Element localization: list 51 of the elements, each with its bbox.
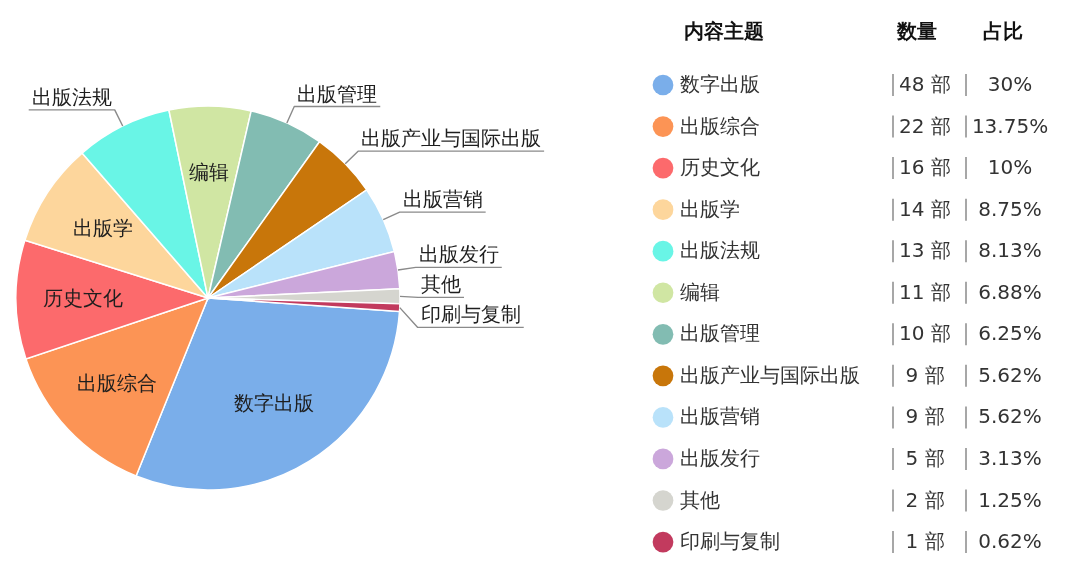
data-label: 14 部 — [899, 196, 951, 221]
data-label: 1 部 — [905, 529, 945, 554]
legend-label: 出版法规 — [680, 238, 760, 263]
data-label: 9 部 — [905, 362, 945, 387]
text: 13.75% — [971, 113, 1049, 138]
slice-label: 历史文化 — [43, 286, 123, 311]
slice-label: 编辑 — [189, 160, 230, 185]
slice-label: 出版营销 — [402, 187, 483, 212]
slice-label: 数字出版 — [234, 391, 315, 416]
legend-label: 编辑 — [680, 279, 720, 304]
text: 6.25% — [978, 321, 1042, 346]
legend-label: 历史文化 — [680, 155, 760, 180]
legend-label: 印刷与复制 — [680, 529, 780, 554]
legend-label: 出版发行 — [680, 445, 760, 470]
slice-label: 出版法规 — [31, 84, 112, 109]
text: 30% — [987, 72, 1033, 96]
slice-label: 出版发行 — [418, 242, 499, 267]
slice-label: 其他 — [420, 272, 461, 297]
data-label: 48 部 — [899, 72, 951, 96]
text: 6.88% — [978, 279, 1042, 304]
data-label: 13 部 — [899, 238, 951, 263]
slice-label: 出版学 — [73, 216, 134, 241]
text: 0.62% — [978, 529, 1042, 554]
slice-label: 印刷与复制 — [420, 302, 521, 327]
data-label: 10 部 — [899, 321, 951, 346]
data-label: 9 部 — [905, 404, 945, 429]
text: 10% — [987, 155, 1033, 180]
text: 3.13% — [978, 445, 1042, 470]
data-label: 5 部 — [905, 445, 945, 470]
legend-label: 出版产业与国际出版 — [680, 362, 860, 387]
data-label: 16 部 — [899, 155, 951, 180]
legend-label: 出版管理 — [680, 321, 760, 346]
legend-title: 内容主题 — [684, 19, 764, 43]
legend-label: 出版学 — [680, 196, 740, 221]
slice-label: 出版管理 — [297, 81, 378, 106]
text: 占比 — [983, 19, 1023, 43]
data-label: 2 部 — [905, 487, 945, 512]
data-label: 22 部 — [899, 113, 951, 138]
slice-label: 出版综合 — [76, 370, 157, 395]
text: 数量 — [896, 19, 937, 43]
text: 8.75% — [978, 196, 1042, 221]
legend-label: 其他 — [680, 487, 720, 512]
text: 1.25% — [978, 487, 1042, 512]
legend-label: 出版综合 — [680, 113, 760, 138]
legend-label: 出版营销 — [680, 404, 760, 429]
legend-label: 数字出版 — [680, 72, 760, 96]
data-label: 11 部 — [899, 279, 951, 304]
text: 5.62% — [978, 404, 1042, 429]
text: 5.62% — [978, 362, 1042, 387]
text: 8.13% — [978, 238, 1042, 263]
slice-label: 出版产业与国际出版 — [361, 126, 542, 151]
